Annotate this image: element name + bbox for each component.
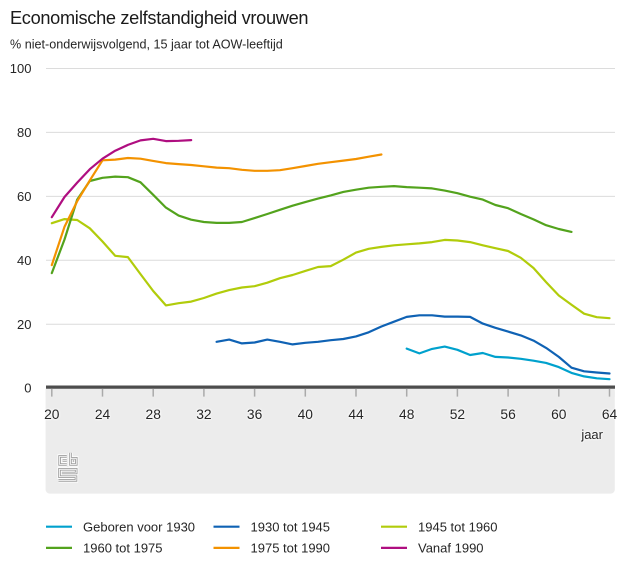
svg-text:32: 32: [196, 407, 211, 422]
svg-text:40: 40: [17, 253, 31, 268]
svg-text:64: 64: [602, 407, 618, 422]
svg-text:24: 24: [95, 407, 111, 422]
svg-text:Economische zelfstandigheid vr: Economische zelfstandigheid vrouwen: [10, 8, 308, 28]
svg-text:1930 tot 1945: 1930 tot 1945: [251, 519, 331, 534]
svg-text:1960 tot 1975: 1960 tot 1975: [83, 541, 163, 556]
svg-text:36: 36: [247, 407, 263, 422]
svg-text:52: 52: [450, 407, 465, 422]
svg-text:1945 tot 1960: 1945 tot 1960: [418, 519, 498, 534]
svg-text:20: 20: [17, 317, 31, 332]
svg-text:40: 40: [298, 407, 314, 422]
svg-text:28: 28: [146, 407, 162, 422]
svg-text:48: 48: [399, 407, 415, 422]
svg-text:20: 20: [44, 407, 60, 422]
svg-text:60: 60: [17, 189, 31, 204]
svg-text:1975 tot 1990: 1975 tot 1990: [251, 541, 331, 556]
svg-text:0: 0: [24, 381, 31, 396]
svg-text:44: 44: [348, 407, 364, 422]
svg-text:80: 80: [17, 125, 31, 140]
svg-text:60: 60: [551, 407, 567, 422]
svg-text:56: 56: [500, 407, 516, 422]
svg-text:Geboren voor 1930: Geboren voor 1930: [83, 519, 195, 534]
svg-text:Vanaf 1990: Vanaf 1990: [418, 541, 484, 556]
svg-text:100: 100: [10, 61, 32, 76]
svg-text:% niet-onderwijsvolgend, 15 ja: % niet-onderwijsvolgend, 15 jaar tot AOW…: [10, 38, 283, 52]
svg-text:jaar: jaar: [580, 427, 603, 442]
